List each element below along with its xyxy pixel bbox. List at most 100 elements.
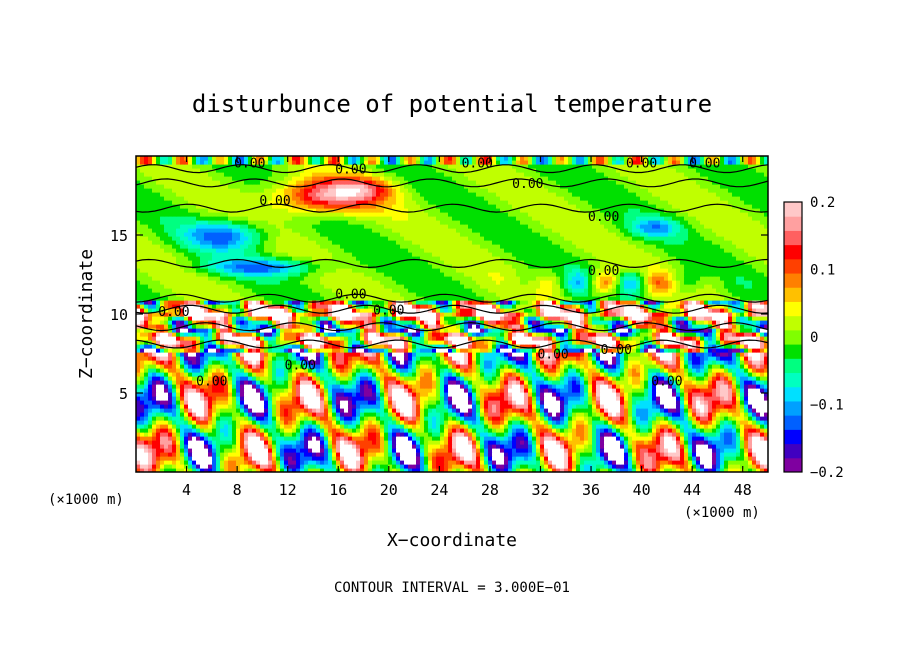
field-cell [740,372,745,377]
field-cell [196,460,201,465]
field-cell [552,456,557,461]
field-cell [488,456,493,461]
field-cell [368,384,373,389]
field-cell [152,440,157,445]
field-cell [416,408,421,413]
field-cell [484,360,489,365]
field-cell [688,452,693,457]
field-cell [528,464,533,469]
field-cell [700,376,705,381]
field-cell [716,388,721,393]
field-cell [528,360,533,365]
field-cell [380,432,385,437]
field-cell [516,348,521,353]
field-cell [712,372,717,377]
field-cell [656,384,661,389]
field-cell [364,424,369,429]
field-cell [480,360,485,365]
field-cell [632,424,637,429]
field-cell [348,456,353,461]
field-cell [388,384,393,389]
field-cell [344,436,349,441]
field-cell [212,408,217,413]
field-cell [136,404,141,409]
field-cell [524,460,529,465]
field-cell [712,424,717,429]
field-cell [712,428,717,433]
field-cell [216,436,221,441]
field-cell [580,400,585,405]
field-cell [704,448,709,453]
field-cell [420,468,425,472]
field-cell [572,420,577,425]
field-cell [272,456,277,461]
field-cell [452,456,457,461]
field-cell [716,360,721,365]
field-cell [596,400,601,405]
field-cell [636,392,641,397]
field-cell [328,448,333,453]
field-cell [420,460,425,465]
field-cell [684,384,689,389]
field-cell [424,460,429,465]
field-cell [384,408,389,413]
field-cell [380,368,385,373]
field-cell [532,452,537,457]
field-cell [488,432,493,437]
field-cell [592,416,597,421]
field-cell [152,356,157,361]
field-cell [504,400,509,405]
field-cell [368,376,373,381]
field-cell [164,368,169,373]
field-cell [504,412,509,417]
field-cell [208,412,213,417]
field-cell [176,348,181,353]
field-cell [304,344,309,349]
field-cell [204,404,209,409]
field-cell [168,356,173,361]
field-cell [520,372,525,377]
field-cell [616,424,621,429]
field-cell [524,448,529,453]
field-cell [600,408,605,413]
field-cell [420,368,425,373]
field-cell [380,408,385,413]
field-cell [328,444,333,449]
field-cell [248,452,253,457]
field-cell [204,392,209,397]
field-cell [384,412,389,417]
field-cell [296,352,301,357]
field-cell [576,384,581,389]
field-cell [680,456,685,461]
field-cell [752,452,757,457]
field-cell [232,448,237,453]
field-cell [544,392,549,397]
field-cell [568,448,573,453]
field-cell [732,348,737,353]
field-cell [740,416,745,421]
field-cell [440,424,445,429]
field-cell [720,452,725,457]
field-cell [232,392,237,397]
field-cell [448,428,453,433]
field-cell [460,456,465,461]
field-cell [136,444,141,449]
field-cell [620,372,625,377]
field-cell [732,368,737,373]
field-cell [764,356,768,361]
field-cell [424,380,429,385]
field-cell [208,380,213,385]
field-cell [744,408,749,413]
field-cell [296,444,301,449]
field-cell [348,388,353,393]
field-cell [396,432,401,437]
field-cell [164,384,169,389]
field-cell [540,384,545,389]
field-cell [704,348,709,353]
field-cell [464,424,469,429]
field-cell [732,356,737,361]
field-cell [552,448,557,453]
field-cell [708,440,713,445]
field-cell [168,396,173,401]
field-cell [604,396,609,401]
